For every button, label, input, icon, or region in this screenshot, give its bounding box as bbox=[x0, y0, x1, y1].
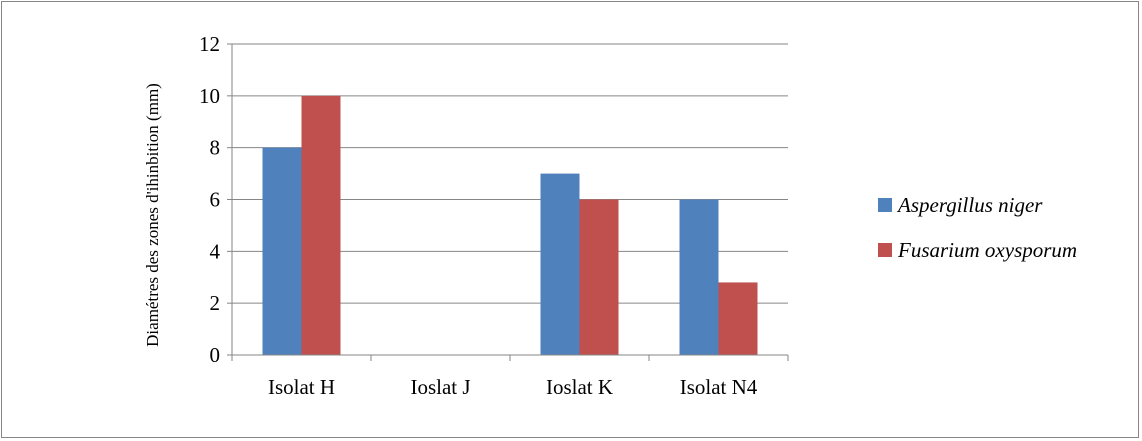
bars bbox=[262, 95, 758, 355]
tick-labels: 0 2 4 6 8 10 12 Isolat H Ioslat J Ioslat K Isolat … bbox=[199, 32, 789, 399]
legend-swatch-aspergillus-niger bbox=[878, 198, 892, 212]
legend-swatch-fusarium-oxysporum bbox=[878, 243, 892, 257]
bar-aspergillus-niger-ioslat-k bbox=[540, 173, 580, 355]
y-tick-label-6: 6 bbox=[210, 188, 221, 212]
legend: Aspergillus niger Fusarium oxysporum bbox=[878, 192, 1140, 282]
x-tick-label-isolat-h: Isolat H bbox=[268, 375, 335, 399]
legend-label-aspergillus-niger: Aspergillus niger bbox=[898, 192, 1043, 217]
y-tick-label-0: 0 bbox=[210, 343, 221, 367]
bar-aspergillus-niger-isolat-n4 bbox=[679, 199, 719, 355]
y-tick-label-4: 4 bbox=[210, 239, 221, 263]
y-tick-label-10: 10 bbox=[199, 84, 220, 108]
legend-label-fusarium-oxysporum: Fusarium oxysporum bbox=[898, 237, 1078, 262]
x-tick-label-isolat-n4: Isolat N4 bbox=[680, 375, 758, 399]
y-tick-label-8: 8 bbox=[210, 136, 221, 160]
bar-aspergillus-niger-isolat-h bbox=[262, 147, 302, 355]
y-axis-title: Diamétres des zones d'ihinbition (mm) bbox=[143, 83, 162, 347]
x-tick-label-ioslat-j: Ioslat J bbox=[410, 375, 470, 399]
bar-fusarium-oxysporum-ioslat-k bbox=[579, 199, 619, 355]
bar-fusarium-oxysporum-isolat-n4 bbox=[718, 282, 758, 355]
legend-item-aspergillus-niger: Aspergillus niger bbox=[878, 192, 1140, 218]
x-tick-label-ioslat-k: Ioslat K bbox=[546, 375, 613, 399]
y-tick-label-12: 12 bbox=[199, 32, 220, 56]
y-tick-label-2: 2 bbox=[210, 291, 221, 315]
legend-item-fusarium-oxysporum: Fusarium oxysporum bbox=[878, 237, 1140, 263]
bar-fusarium-oxysporum-isolat-h bbox=[301, 95, 341, 355]
